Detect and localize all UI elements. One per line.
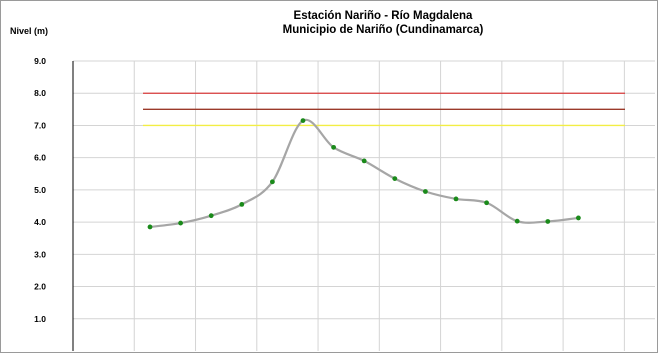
y-tick-label-4: 4.0 [34, 217, 46, 227]
data-point-2 [178, 220, 184, 226]
data-point-5 [270, 179, 275, 185]
data-point-11 [453, 196, 459, 202]
y-tick-label-1: 1.0 [34, 314, 46, 324]
threshold-lines [143, 92, 625, 127]
data-point-13 [514, 218, 520, 224]
y-tick-label-9: 9.0 [34, 56, 46, 66]
data-point-8 [361, 158, 367, 164]
data-point-1 [147, 224, 153, 230]
data-point-6 [300, 118, 306, 124]
data-points [147, 118, 581, 230]
y-tick-labels: 1.0 2.0 3.0 4.0 5.0 6.0 7.0 8.0 9.0 [34, 56, 46, 324]
data-point-3 [208, 213, 214, 219]
chart-title: Estación Nariño - Río Magdalena [294, 10, 474, 22]
data-point-7 [331, 144, 336, 150]
y-tick-label-6: 6.0 [34, 153, 46, 163]
data-point-14 [545, 219, 551, 224]
y-tick-label-2: 2.0 [34, 282, 46, 292]
data-point-10 [423, 189, 428, 194]
data-point-4 [239, 201, 245, 207]
data-point-9 [392, 176, 398, 182]
y-tick-label-5: 5.0 [34, 185, 46, 195]
grid [73, 60, 655, 351]
y-tick-label-7: 7.0 [34, 120, 46, 130]
series-nivel [149, 118, 579, 229]
series-line [149, 118, 579, 229]
y-tick-label-3: 3.0 [34, 249, 46, 259]
y-axis-label: Nivel (m) [10, 26, 48, 36]
data-point-12 [484, 200, 489, 206]
data-point-15 [576, 215, 581, 221]
y-tick-label-8: 8.0 [34, 88, 46, 98]
chart-subtitle: Municipio de Nariño (Cundinamarca) [283, 24, 484, 36]
